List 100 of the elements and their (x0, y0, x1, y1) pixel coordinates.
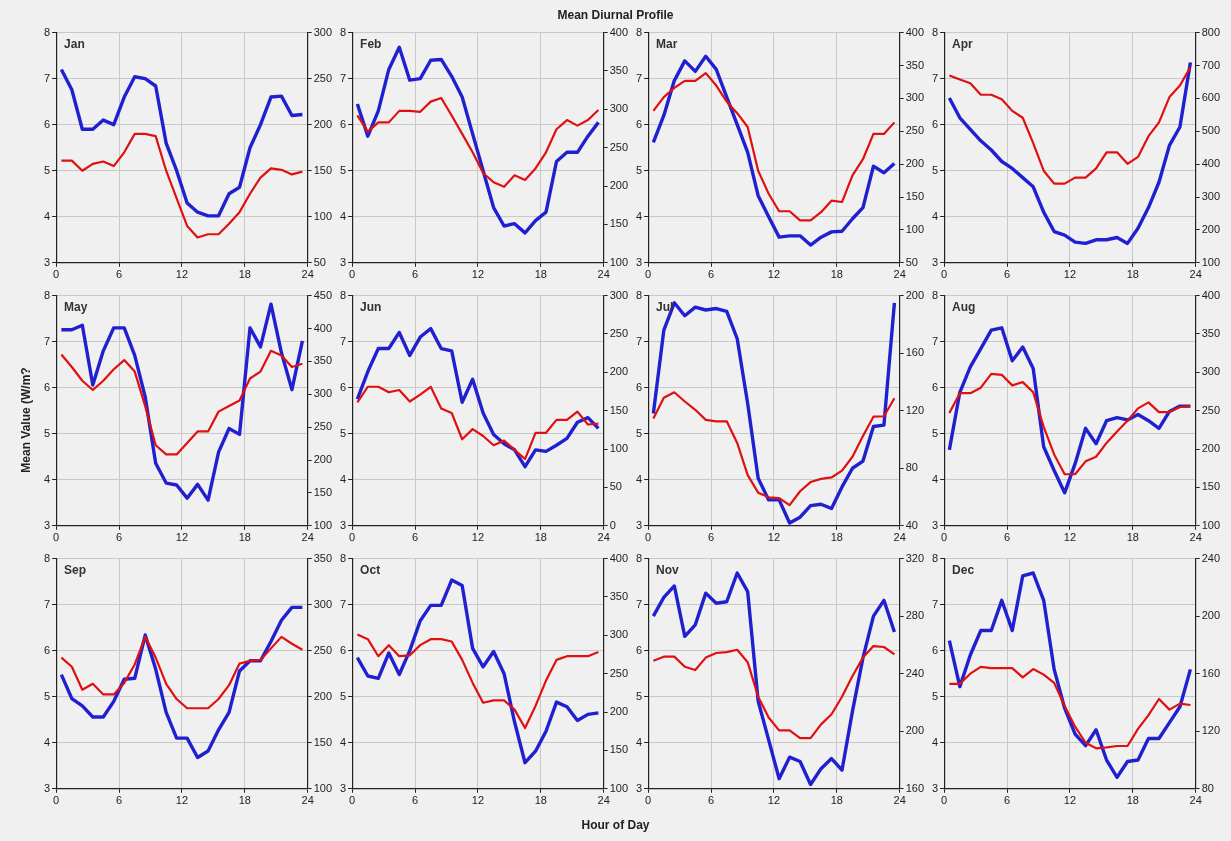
y2-tick-label: 700 (1201, 58, 1221, 71)
y2-tick-label: 100 (1201, 255, 1221, 268)
x-tick-label: 18 (534, 531, 547, 544)
x-tick-label: 12 (471, 531, 485, 544)
x-tick-label: 24 (301, 268, 314, 281)
y-tick-label: 3 (931, 518, 939, 531)
y-tick-label: 4 (931, 735, 939, 748)
x-tick-label: 24 (893, 531, 906, 544)
y2-tick-label: 300 (1201, 365, 1221, 378)
y2-tick-label: 350 (905, 58, 925, 71)
y-tick-label: 7 (635, 71, 643, 84)
y-tick-label: 4 (635, 209, 643, 222)
x-tick-label: 6 (707, 794, 715, 807)
y-tick-label: 8 (635, 288, 643, 301)
y-tick-label: 8 (931, 288, 939, 301)
y2-tick-label: 100 (609, 255, 629, 268)
y2-tick-label: 350 (609, 64, 629, 76)
chart-title: Aug (952, 299, 976, 314)
y-tick-label: 4 (931, 472, 939, 485)
y2-tick-label: 200 (609, 365, 629, 378)
x-tick-label: 24 (597, 531, 610, 544)
y2-tick-label: 200 (1201, 222, 1221, 235)
y2-tick-label: 50 (313, 255, 326, 268)
y-tick-label: 8 (339, 25, 347, 38)
y-tick-label: 4 (43, 472, 51, 485)
x-tick-label: 24 (301, 531, 314, 544)
y2-tick-label: 150 (313, 163, 333, 176)
chart-title: Mar (656, 36, 678, 51)
y2-tick-label: 400 (1201, 157, 1221, 170)
x-tick-label: 0 (349, 268, 356, 281)
y-tick-label: 7 (931, 597, 939, 610)
y2-tick-label: 300 (905, 91, 925, 104)
x-tick-label: 18 (830, 794, 843, 807)
y-tick-label: 7 (43, 597, 51, 610)
y2-tick-label: 120 (1201, 724, 1221, 737)
y2-tick-label: 150 (313, 735, 333, 748)
chart-title: Sep (64, 562, 87, 577)
y2-tick-label: 300 (609, 102, 629, 115)
x-tick-label: 12 (767, 531, 781, 544)
y2-tick-label: 150 (609, 743, 629, 756)
x-tick-label: 6 (1003, 794, 1011, 807)
y2-tick-label: 100 (313, 518, 333, 531)
y-tick-label: 3 (43, 518, 51, 531)
y2-tick-label: 250 (313, 420, 333, 433)
y-axis-title: Mean Value (W/m? (19, 367, 33, 473)
y-tick-label: 6 (635, 117, 643, 130)
y-tick-label: 8 (635, 551, 643, 564)
y2-tick-label: 200 (1201, 442, 1221, 455)
y-tick-label: 7 (43, 71, 51, 84)
y-tick-label: 4 (339, 472, 347, 485)
y-tick-label: 3 (339, 255, 347, 268)
y2-tick-label: 300 (313, 25, 333, 38)
y2-tick-label: 350 (313, 551, 333, 564)
x-tick-label: 18 (534, 268, 547, 281)
y2-tick-label: 250 (609, 327, 629, 339)
y-tick-label: 5 (635, 426, 643, 439)
y2-tick-label: 300 (609, 628, 629, 641)
x-tick-label: 24 (301, 794, 314, 807)
y2-tick-label: 350 (1201, 327, 1221, 339)
y2-tick-label: 160 (1201, 666, 1221, 679)
x-tick-label: 12 (175, 268, 189, 281)
y-tick-label: 6 (339, 117, 347, 130)
y-tick-label: 3 (635, 781, 643, 794)
x-tick-label: 12 (1063, 268, 1077, 281)
x-tick-label: 0 (53, 268, 60, 281)
y-tick-label: 3 (339, 781, 347, 794)
x-tick-label: 24 (893, 794, 906, 807)
y-tick-label: 7 (339, 71, 347, 84)
y-tick-label: 3 (931, 781, 939, 794)
y-tick-label: 8 (43, 25, 51, 38)
y2-tick-label: 200 (313, 689, 333, 702)
y-tick-label: 8 (339, 551, 347, 564)
x-tick-label: 6 (115, 268, 123, 281)
x-tick-label: 0 (941, 531, 948, 544)
x-tick-label: 18 (1126, 268, 1139, 281)
x-tick-label: 24 (597, 268, 610, 281)
y-tick-label: 6 (339, 643, 347, 656)
y-tick-label: 5 (931, 163, 939, 176)
y2-tick-label: 500 (1201, 124, 1221, 137)
y-tick-label: 6 (339, 380, 347, 393)
y2-tick-label: 50 (905, 255, 918, 268)
x-tick-label: 6 (411, 794, 419, 807)
x-tick-label: 12 (175, 531, 189, 544)
y2-tick-label: 120 (905, 403, 925, 416)
x-tick-label: 0 (349, 531, 356, 544)
y2-tick-label: 100 (313, 209, 333, 222)
y2-tick-label: 240 (1201, 551, 1221, 564)
y2-tick-label: 50 (609, 480, 622, 493)
y2-tick-label: 0 (609, 518, 616, 531)
x-tick-label: 6 (707, 531, 715, 544)
y2-tick-label: 250 (609, 666, 629, 679)
y-tick-label: 5 (635, 163, 643, 176)
x-tick-label: 0 (645, 794, 652, 807)
y2-tick-label: 250 (313, 643, 333, 656)
y2-tick-label: 200 (1201, 609, 1221, 622)
y2-tick-label: 250 (1201, 403, 1221, 416)
x-tick-label: 12 (471, 268, 485, 281)
x-tick-label: 0 (349, 794, 356, 807)
y2-tick-label: 200 (905, 157, 925, 170)
x-tick-label: 6 (411, 531, 419, 544)
